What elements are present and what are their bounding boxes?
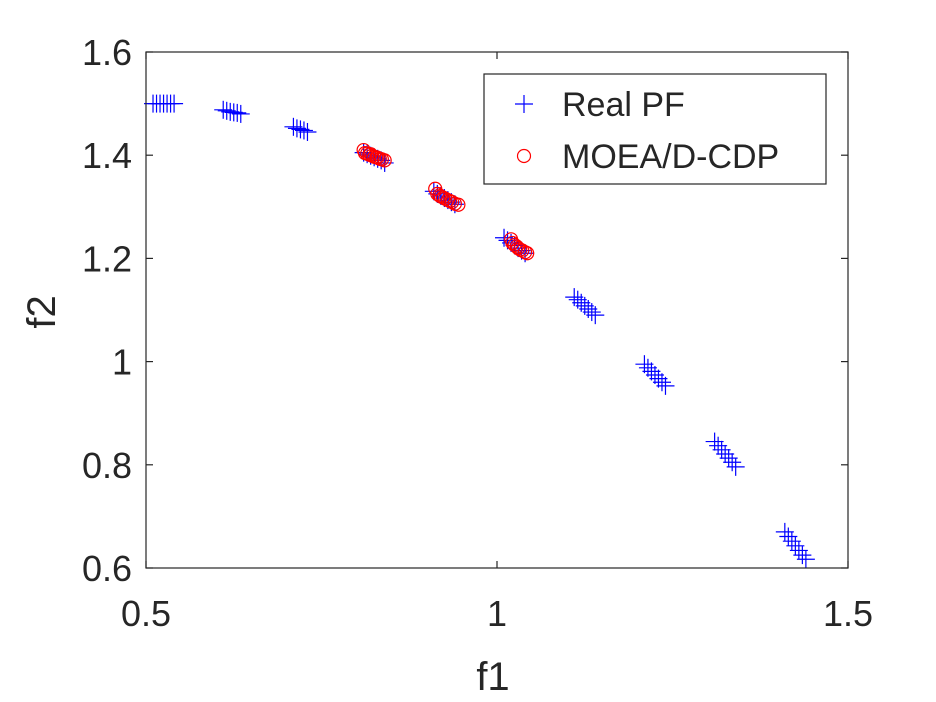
real-pf-point: [638, 358, 657, 377]
real-pf-point: [298, 122, 317, 141]
real-pf-point: [582, 303, 601, 322]
x-tick-label: 1.5: [823, 593, 873, 634]
legend: Real PF MOEA/D-CDP: [483, 73, 827, 185]
real-pf-point: [789, 541, 808, 560]
real-pf-point: [165, 94, 184, 113]
series-moead-cdp: [356, 142, 535, 261]
y-tick-label: 1.2: [82, 238, 132, 279]
moead-cdp-point: [377, 153, 392, 168]
x-tick-label: 0.5: [121, 593, 171, 634]
real-pf-point: [217, 101, 236, 120]
legend-marker-real-pf: [515, 95, 533, 113]
real-pf-point: [228, 103, 247, 122]
moead-cdp-point: [520, 246, 535, 261]
moead-cdp-point: [451, 197, 466, 212]
real-pf-point: [779, 527, 798, 546]
legend-circle-symbol: [516, 148, 532, 164]
real-pf-point: [231, 104, 250, 123]
x-tick-label: 1: [487, 593, 507, 634]
real-pf-point: [793, 546, 812, 565]
legend-marker-moead-cdp: [516, 148, 532, 164]
real-pf-point: [214, 100, 233, 119]
y-tick-label: 1: [112, 342, 132, 383]
real-pf-point: [726, 457, 745, 476]
y-tick-label: 0.8: [82, 445, 132, 486]
moead-cdp-point: [507, 237, 522, 253]
moead-cdp-point: [517, 245, 533, 260]
real-pf-point: [649, 369, 668, 388]
y-tick-label: 1.6: [82, 32, 132, 73]
real-pf-point: [716, 444, 735, 463]
legend-plus-symbol: [515, 95, 533, 113]
real-pf-point: [642, 362, 661, 381]
real-pf-point: [287, 119, 306, 138]
real-pf-point: [635, 355, 654, 374]
y-tick-label: 0.6: [82, 548, 132, 589]
real-pf-point: [775, 522, 794, 541]
real-pf-point: [712, 440, 731, 459]
real-pf-point: [786, 536, 805, 555]
real-pf-point: [796, 550, 815, 569]
real-pf-point: [645, 366, 664, 385]
real-pf-point: [656, 376, 675, 395]
legend-label-real-pf: Real PF: [562, 86, 685, 124]
tick-labels: 0.5 1 1.5 0.6 0.8 1 1.2 1.4 1.6: [82, 32, 873, 634]
real-pf-point: [495, 228, 514, 247]
real-pf-point: [294, 121, 313, 140]
real-pf-point: [782, 532, 801, 551]
real-pf-point: [586, 306, 605, 325]
moead-cdp-point: [510, 240, 526, 256]
moead-cdp-point: [444, 195, 460, 210]
real-pf-point: [723, 453, 742, 472]
real-pf-point: [705, 432, 724, 451]
real-pf-point: [291, 120, 310, 139]
plot-frame: [145, 51, 849, 569]
legend-box: [483, 73, 827, 185]
real-pf-point: [719, 449, 738, 468]
y-axis-label: f2: [20, 295, 64, 328]
legend-label-moead-cdp: MOEA/D-CDP: [562, 138, 779, 176]
real-pf-point: [284, 117, 303, 136]
x-axis-label: f1: [476, 655, 509, 699]
real-pf-point: [652, 373, 671, 392]
real-pf-point: [709, 436, 728, 455]
y-tick-label: 1.4: [82, 135, 132, 176]
data-series-layer: [144, 94, 815, 569]
